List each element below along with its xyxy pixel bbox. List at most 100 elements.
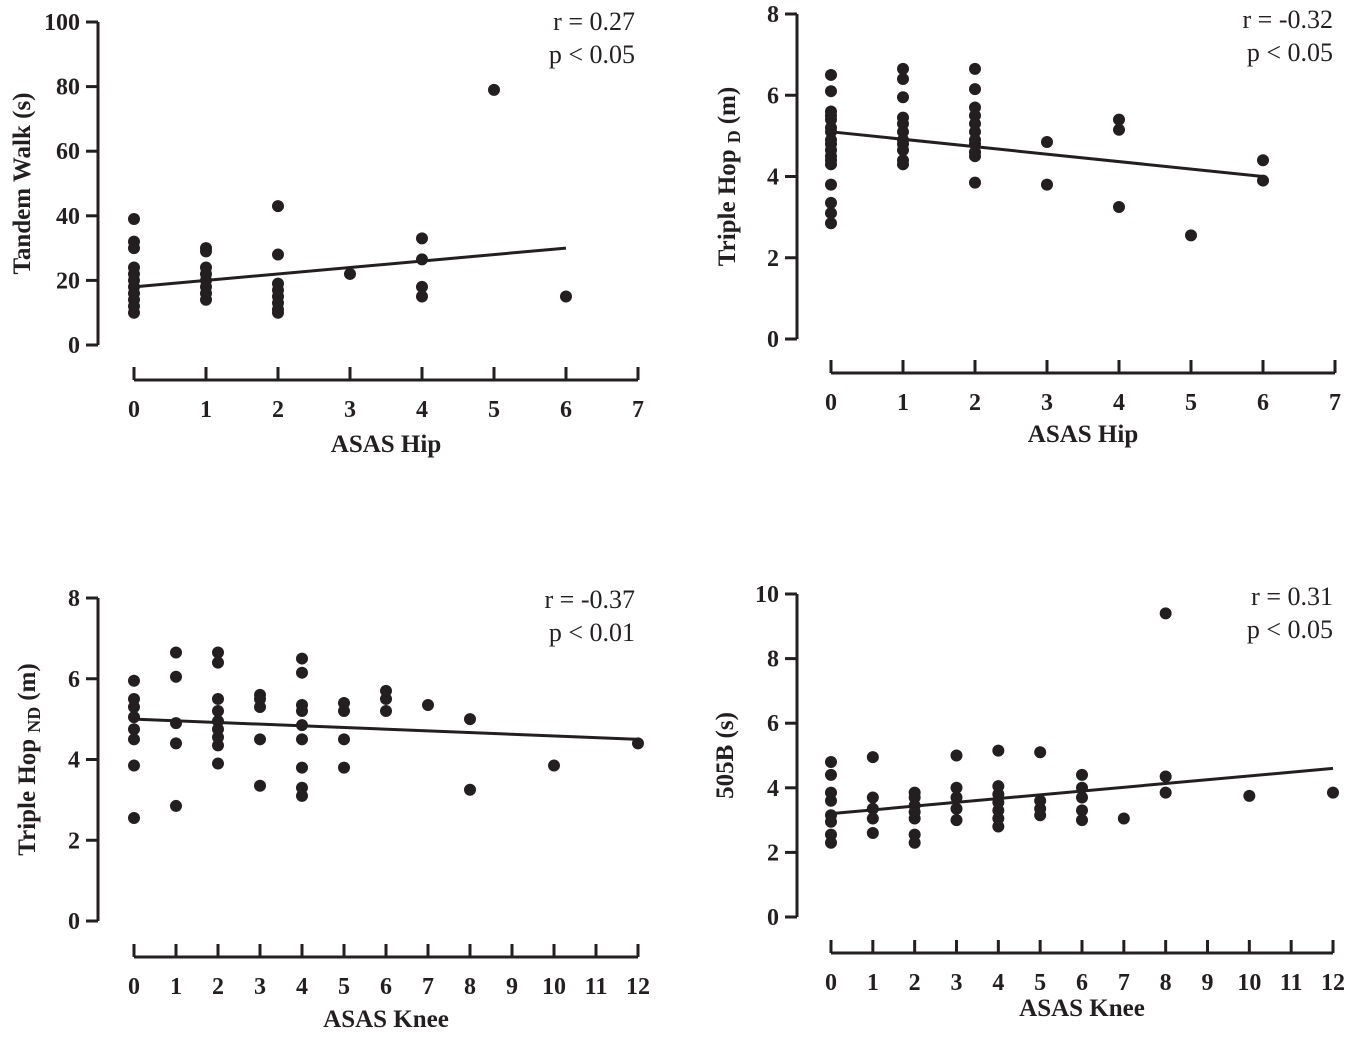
x-tick-label: 6 xyxy=(1076,970,1088,996)
regression-line xyxy=(830,766,1334,816)
data-point xyxy=(1159,607,1172,620)
x-tick-label: 2 xyxy=(212,974,224,1000)
data-point xyxy=(464,713,476,726)
scatter-panel-2: 0 2 4 6 8 0 1 2 3 4 5 6 7 ASAS Hip Triple Hop D (m) r = -… xyxy=(714,2,1341,448)
x-tick-label: 3 xyxy=(951,970,963,996)
data-point xyxy=(950,781,963,794)
data-point xyxy=(1159,786,1172,799)
data-point xyxy=(128,674,140,687)
y-tick-label: 10 xyxy=(755,582,779,608)
data-point xyxy=(128,242,140,255)
data-point xyxy=(969,150,981,163)
data-point xyxy=(212,646,224,659)
data-point xyxy=(416,290,428,303)
x-tick-label: 10 xyxy=(542,974,566,1000)
data-point xyxy=(422,698,434,711)
data-point xyxy=(170,646,182,659)
r-annotation: r = -0.37 xyxy=(545,585,635,614)
x-tick-label: 6 xyxy=(1257,390,1269,416)
data-point xyxy=(950,791,963,804)
x-tick-label: 7 xyxy=(1118,970,1130,996)
y-axis-label: Triple Hop D (m) xyxy=(714,87,744,266)
y-tick-label: 2 xyxy=(767,840,779,866)
data-point xyxy=(380,692,392,705)
data-point xyxy=(128,723,140,736)
data-point xyxy=(1113,123,1125,136)
y-axis-label-subscript: D xyxy=(724,130,744,143)
data-point xyxy=(825,158,837,171)
x-tick-label: 3 xyxy=(1041,390,1053,416)
data-point xyxy=(866,791,879,804)
regression-line xyxy=(133,717,639,741)
data-point xyxy=(825,768,837,781)
y-tick-label: 40 xyxy=(56,204,80,230)
x-tick-label: 11 xyxy=(585,974,608,1000)
data-point xyxy=(338,705,350,718)
data-point xyxy=(908,836,921,849)
data-point xyxy=(825,217,837,230)
regression-line xyxy=(830,130,1264,178)
data-point xyxy=(992,820,1005,833)
y-tick-label: 100 xyxy=(44,10,80,36)
x-tick-label: 6 xyxy=(560,397,572,423)
data-point xyxy=(825,836,837,849)
data-point xyxy=(950,802,963,815)
data-point xyxy=(170,737,182,750)
data-point xyxy=(1159,770,1172,783)
x-tick-label: 7 xyxy=(422,974,434,1000)
y-tick-label: 80 xyxy=(56,75,80,101)
data-point xyxy=(825,815,837,828)
p-annotation: p < 0.05 xyxy=(549,40,635,69)
x-tick-label: 4 xyxy=(416,397,428,423)
x-tick-label: 7 xyxy=(632,397,644,423)
x-tick-label: 3 xyxy=(254,974,266,1000)
y-tick-label: 0 xyxy=(68,333,80,359)
y-tick-label: 6 xyxy=(767,711,779,737)
data-point xyxy=(1041,178,1053,191)
x-tick-label: 12 xyxy=(1321,970,1345,996)
y-tick-label: 4 xyxy=(68,748,80,774)
x-tick-label: 12 xyxy=(626,974,650,1000)
data-point xyxy=(254,701,266,714)
y-axis-label-unit: (m) xyxy=(714,87,741,124)
data-point xyxy=(128,701,140,714)
scatter-panel-1: 0 20 40 60 80 100 0 1 2 3 4 5 6 7 ASAS Hip Tandem Walk … xyxy=(9,7,644,458)
data-point xyxy=(1076,804,1088,817)
data-point xyxy=(1113,113,1125,126)
data-point xyxy=(128,213,140,226)
x-axis-label: ASAS Hip xyxy=(331,431,441,458)
data-point xyxy=(1034,746,1047,759)
data-point xyxy=(416,232,428,245)
data-point xyxy=(296,733,308,746)
data-point xyxy=(897,62,909,75)
data-point xyxy=(950,749,963,762)
x-tick-label: 4 xyxy=(1113,390,1125,416)
data-point xyxy=(825,196,837,209)
x-tick-label: 0 xyxy=(128,974,140,1000)
data-point xyxy=(825,207,837,220)
data-point xyxy=(296,761,308,774)
x-tick-label: 11 xyxy=(1280,970,1303,996)
x-tick-label: 9 xyxy=(1202,970,1214,996)
data-point xyxy=(200,245,212,258)
data-point xyxy=(212,692,224,705)
x-tick-label: 2 xyxy=(272,397,284,423)
data-point xyxy=(254,779,266,792)
p-annotation: p < 0.01 xyxy=(549,618,635,647)
x-tick-label: 0 xyxy=(128,397,140,423)
x-tick-label: 9 xyxy=(506,974,518,1000)
data-point xyxy=(1113,200,1125,213)
x-tick-label: 8 xyxy=(464,974,476,1000)
x-tick-label: 6 xyxy=(380,974,392,1000)
data-point xyxy=(212,656,224,669)
data-point xyxy=(128,306,140,319)
data-point xyxy=(128,711,140,724)
x-tick-label: 8 xyxy=(1160,970,1172,996)
data-point xyxy=(969,83,981,96)
data-point xyxy=(128,733,140,746)
data-point xyxy=(969,176,981,189)
x-tick-label: 5 xyxy=(1185,390,1197,416)
data-point xyxy=(272,200,284,213)
